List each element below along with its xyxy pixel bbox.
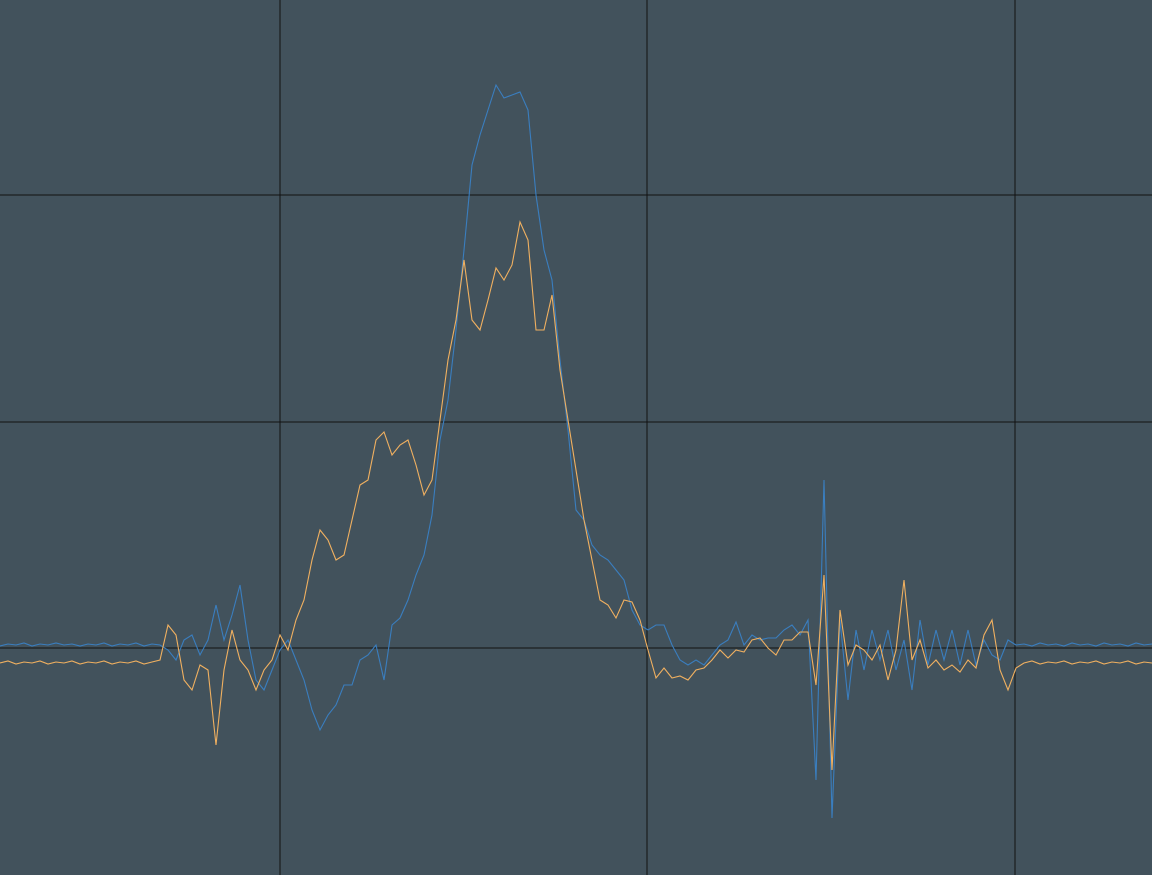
- series-line: [0, 83, 1152, 819]
- series-line: [0, 220, 1152, 771]
